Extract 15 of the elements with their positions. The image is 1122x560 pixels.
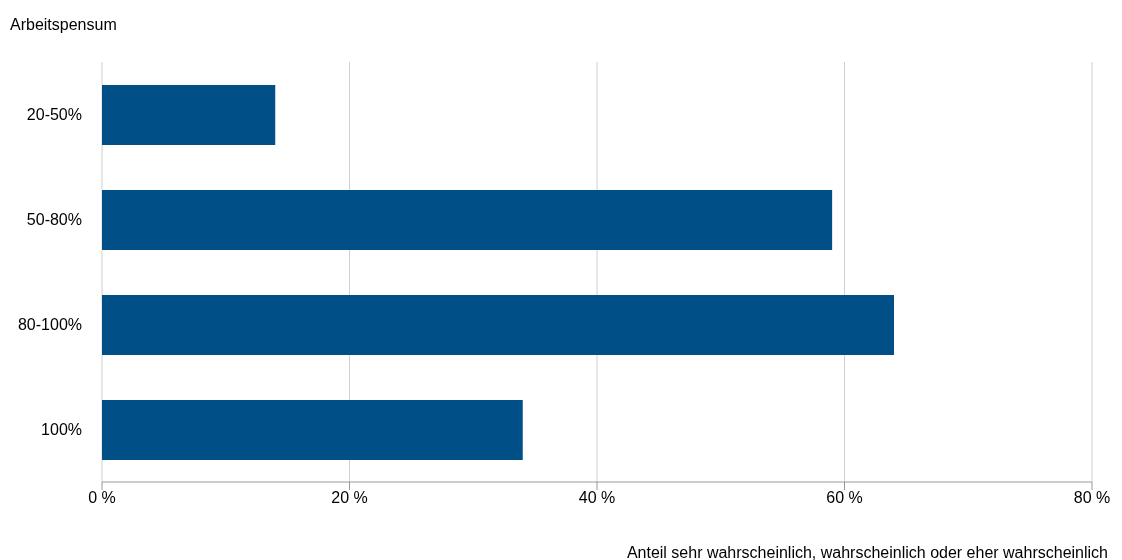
x-tick-label: 60 % bbox=[826, 489, 863, 507]
y-tick-label: 20-50% bbox=[26, 106, 82, 124]
bar bbox=[102, 295, 894, 355]
x-tick-label: 80 % bbox=[1073, 489, 1111, 507]
y-tick-label: 50-80% bbox=[26, 211, 82, 229]
x-axis-title: Anteil sehr wahrscheinlich, wahrscheinlich oder eher wahrscheinlich bbox=[625, 544, 1109, 560]
bar bbox=[102, 400, 523, 460]
bar bbox=[102, 190, 833, 250]
x-tick-label: 40 % bbox=[578, 489, 616, 507]
x-tick-label: 0 % bbox=[88, 489, 116, 507]
y-tick-label: 80-100% bbox=[17, 316, 82, 334]
bar bbox=[102, 85, 276, 145]
x-tick-label: 20 % bbox=[331, 489, 368, 507]
y-tick-label: 100% bbox=[41, 421, 82, 439]
y-axis-title: Arbeitspensum bbox=[9, 15, 118, 35]
